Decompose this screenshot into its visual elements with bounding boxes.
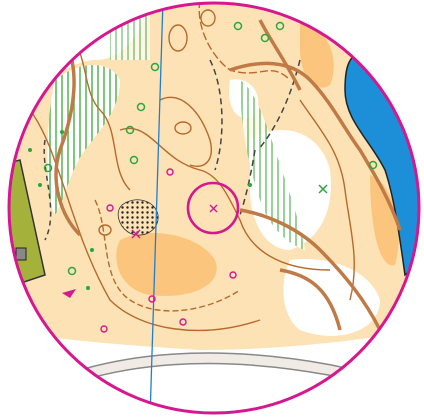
undergrowth (110, 10, 150, 60)
orienteering-map (0, 0, 424, 418)
building (16, 248, 26, 260)
